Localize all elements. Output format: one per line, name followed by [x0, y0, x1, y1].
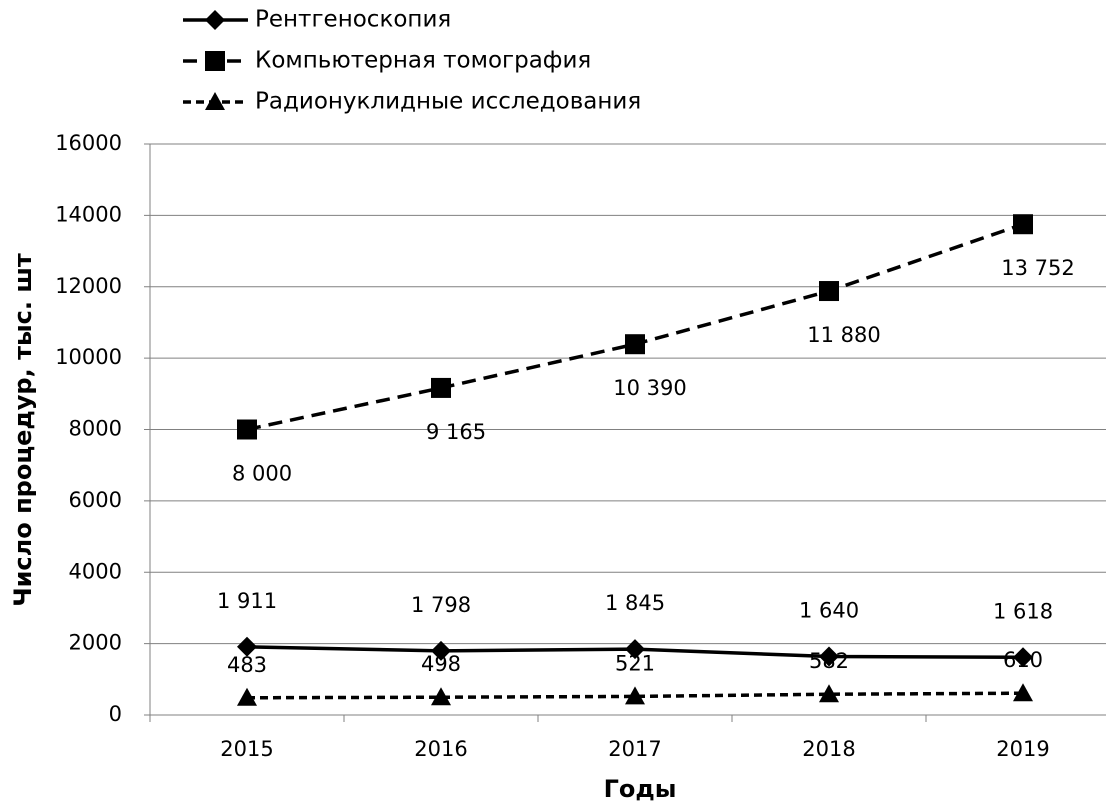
x-tick-label: 2016 [414, 737, 467, 761]
marker [1013, 683, 1033, 702]
marker [819, 684, 839, 703]
marker [1013, 214, 1033, 235]
x-axis-label: Годы [604, 775, 677, 803]
data-label: 9 165 [426, 420, 486, 444]
marker [237, 419, 257, 440]
legend-label: Рентгеноскопия [255, 7, 451, 33]
x-tick-label: 2019 [996, 737, 1049, 761]
marker [431, 377, 451, 398]
y-tick-label: 16000 [55, 131, 122, 155]
data-label: 1 618 [993, 599, 1053, 623]
marker [205, 51, 225, 71]
y-tick-label: 8000 [69, 417, 122, 441]
data-label: 1 640 [799, 598, 859, 622]
y-tick-label: 10000 [55, 345, 122, 369]
marker [431, 640, 451, 661]
data-label: 1 798 [411, 593, 471, 617]
data-label: 521 [615, 651, 655, 675]
y-tick-label: 12000 [55, 274, 122, 298]
marker [431, 687, 451, 706]
marker [625, 334, 645, 355]
data-label: 498 [421, 652, 461, 676]
marker [625, 639, 645, 660]
data-label: 13 752 [1001, 256, 1074, 280]
data-label: 582 [809, 649, 849, 673]
data-label: 1 911 [217, 589, 277, 613]
legend-label: Компьютерная томография [255, 48, 591, 74]
marker [205, 10, 225, 30]
marker [819, 281, 839, 302]
data-label: 10 390 [613, 376, 686, 400]
marker [237, 687, 257, 706]
x-tick-label: 2015 [220, 737, 273, 761]
legend-label: Радионуклидные исследования [255, 89, 641, 115]
marker [625, 686, 645, 705]
y-tick-label: 6000 [69, 488, 122, 512]
y-tick-label: 4000 [69, 559, 122, 583]
data-label: 610 [1003, 648, 1043, 672]
marker [1013, 647, 1033, 668]
y-tick-label: 0 [109, 702, 122, 726]
data-label: 483 [227, 653, 267, 677]
marker [237, 636, 257, 657]
marker [205, 92, 225, 110]
data-label: 1 845 [605, 591, 665, 615]
x-tick-label: 2018 [802, 737, 855, 761]
y-tick-label: 2000 [69, 631, 122, 655]
y-tick-label: 14000 [55, 202, 122, 226]
data-label: 8 000 [232, 462, 292, 486]
marker [819, 646, 839, 667]
data-label: 11 880 [807, 323, 880, 347]
y-axis-label: Число процедур, тыс. шт [9, 253, 37, 607]
x-tick-label: 2017 [608, 737, 661, 761]
